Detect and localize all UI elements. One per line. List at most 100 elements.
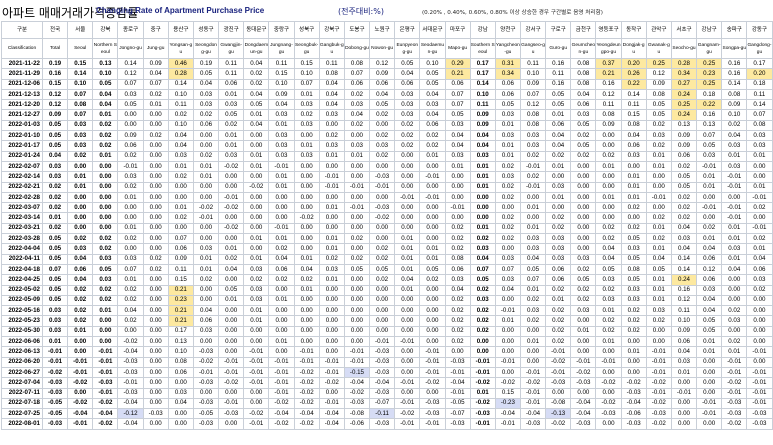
table-cell: -0.01 xyxy=(746,366,773,379)
table-row: 2021-12-13 0.12 0.07 0.04 0.03 0.02 0.10 0.03 0.… xyxy=(1,88,773,101)
table-row: 2021-11-22 0.19 0.15 0.13 0.14 0.09 0.46 0.19 0.… xyxy=(1,57,773,70)
table-cell: 0.00 xyxy=(419,202,446,214)
table-cell: -0.01 xyxy=(293,346,320,358)
row-date: 2021-11-22 xyxy=(1,57,43,70)
table-cell: 0.03 xyxy=(545,181,572,193)
table-cell: 0.05 xyxy=(92,263,119,276)
table-cell: 0.21 xyxy=(167,284,194,296)
table-cell: 0.03 xyxy=(746,274,773,286)
table-cell: 0.01 xyxy=(545,191,572,204)
table-cell: 0.00 xyxy=(142,366,169,379)
table-cell: 0.07 xyxy=(41,263,69,276)
table-cell: -0.01 xyxy=(394,397,421,410)
table-cell: -0.02 xyxy=(268,418,295,430)
table-cell: 0.02 xyxy=(117,284,144,296)
table-cell: 0.00 xyxy=(419,181,446,193)
table-cell: 0.01 xyxy=(721,253,748,265)
table-cell: 0.07 xyxy=(469,263,496,276)
table-cell: -0.04 xyxy=(318,418,345,430)
table-cell: 0.23 xyxy=(696,68,723,80)
table-row: 2022-01-24 0.04 0.02 0.01 0.02 0.00 0.03 0.02 0.… xyxy=(1,150,773,162)
table-cell: 0.00 xyxy=(570,171,597,183)
table-cell: 0.00 xyxy=(469,336,496,348)
table-cell: 0.00 xyxy=(645,171,672,183)
table-cell: -0.01 xyxy=(67,356,94,368)
table-cell: 0.02 xyxy=(419,130,446,142)
table-cell: 0.03 xyxy=(519,140,547,152)
table-cell: 0.00 xyxy=(243,222,270,235)
table-cell: 0.02 xyxy=(142,130,169,142)
table-cell: 0.00 xyxy=(293,243,320,255)
table-cell: 0.03 xyxy=(519,305,547,317)
table-cell: -0.04 xyxy=(494,408,521,420)
column-header-kr: 서울 xyxy=(67,21,94,39)
table-cell: 0.00 xyxy=(494,243,521,255)
table-cell: 0.01 xyxy=(318,274,345,286)
table-cell: 0.05 xyxy=(469,274,496,286)
table-cell: 0.05 xyxy=(41,274,69,286)
table-cell: 0.05 xyxy=(670,181,698,193)
table-cell: 0.12 xyxy=(696,263,723,276)
table-cell: 0.02 xyxy=(696,222,723,235)
table-cell: 0.10 xyxy=(167,346,194,358)
table-cell: 0.00 xyxy=(192,130,220,142)
table-cell: 0.05 xyxy=(343,263,371,276)
table-cell: 0.00 xyxy=(343,336,371,348)
table-cell: -0.04 xyxy=(318,408,345,420)
table-cell: 0.03 xyxy=(444,119,471,132)
table-cell: 0.00 xyxy=(645,181,672,193)
table-cell: 0.10 xyxy=(293,68,320,80)
table-cell: 0.07 xyxy=(444,88,471,101)
column-header-kr: 서대문구 xyxy=(419,21,446,39)
table-cell: 0.06 xyxy=(545,274,572,286)
table-cell: 0.04 xyxy=(192,78,220,90)
table-cell: 0.08 xyxy=(519,119,547,132)
table-row: 2022-01-10 0.05 0.03 0.02 0.09 0.02 0.04 0.00 0.… xyxy=(1,130,773,142)
table-cell: 0.04 xyxy=(444,130,471,142)
table-cell: 0.08 xyxy=(444,253,471,265)
table-cell: 0.11 xyxy=(519,57,547,70)
title-english: Changing Rate of Apartment Purchase Pric… xyxy=(96,6,265,15)
table-row: 2021-12-20 0.12 0.08 0.04 0.05 0.01 0.11 0.03 0.… xyxy=(1,99,773,111)
table-cell: 0.12 xyxy=(117,68,144,80)
table-cell: 0.00 xyxy=(92,171,119,183)
table-cell: 0.01 xyxy=(721,233,748,245)
table-row: 2022-06-13 -0.01 0.00 -0.01 -0.04 0.00 0.10 -0.… xyxy=(1,346,773,358)
table-row: 2022-02-14 0.03 0.01 0.00 0.03 0.00 0.02 0.01 0.… xyxy=(1,171,773,183)
table-cell: 0.04 xyxy=(369,88,396,101)
table-cell: 0.00 xyxy=(142,212,169,224)
table-cell: -0.03 xyxy=(192,397,220,410)
table-cell: 0.02 xyxy=(620,315,647,327)
table-cell: 0.14 xyxy=(167,78,194,90)
table-row: 2022-03-21 0.02 0.00 0.00 0.01 0.00 0.00 0.00 -0… xyxy=(1,222,773,235)
table-cell: 0.04 xyxy=(595,243,622,255)
table-cell: -0.01 xyxy=(519,397,547,410)
row-date: 2022-08-01 xyxy=(1,418,43,430)
table-cell: -0.04 xyxy=(570,397,597,410)
table-cell: 0.00 xyxy=(419,284,446,296)
table-cell: 0.10 xyxy=(519,68,547,80)
table-cell: 0.05 xyxy=(570,140,597,152)
table-cell: 0.01 xyxy=(469,181,496,193)
table-cell: 0.01 xyxy=(268,336,295,348)
table-cell: 0.18 xyxy=(746,78,773,90)
table-cell: -0.01 xyxy=(218,191,245,204)
table-cell: 0.05 xyxy=(570,274,597,286)
table-cell: 0.00 xyxy=(343,294,371,307)
table-cell: 0.00 xyxy=(318,305,345,317)
table-cell: 0.02 xyxy=(67,315,94,327)
table-cell: -0.02 xyxy=(293,377,320,389)
table-cell: 0.03 xyxy=(469,150,496,162)
table-cell: -0.03 xyxy=(142,408,169,420)
table-cell: 0.00 xyxy=(620,366,647,379)
table-cell: -0.03 xyxy=(192,377,220,389)
table-cell: -0.04 xyxy=(117,397,144,410)
table-cell: 0.04 xyxy=(469,140,496,152)
table-cell: 0.00 xyxy=(645,325,672,338)
table-cell: -0.01 xyxy=(218,397,245,410)
table-cell: -0.01 xyxy=(92,366,119,379)
table-cell: -0.05 xyxy=(192,408,220,420)
table-cell: 0.03 xyxy=(494,274,521,286)
table-cell: 0.03 xyxy=(67,140,94,152)
table-cell: 0.06 xyxy=(394,78,421,90)
